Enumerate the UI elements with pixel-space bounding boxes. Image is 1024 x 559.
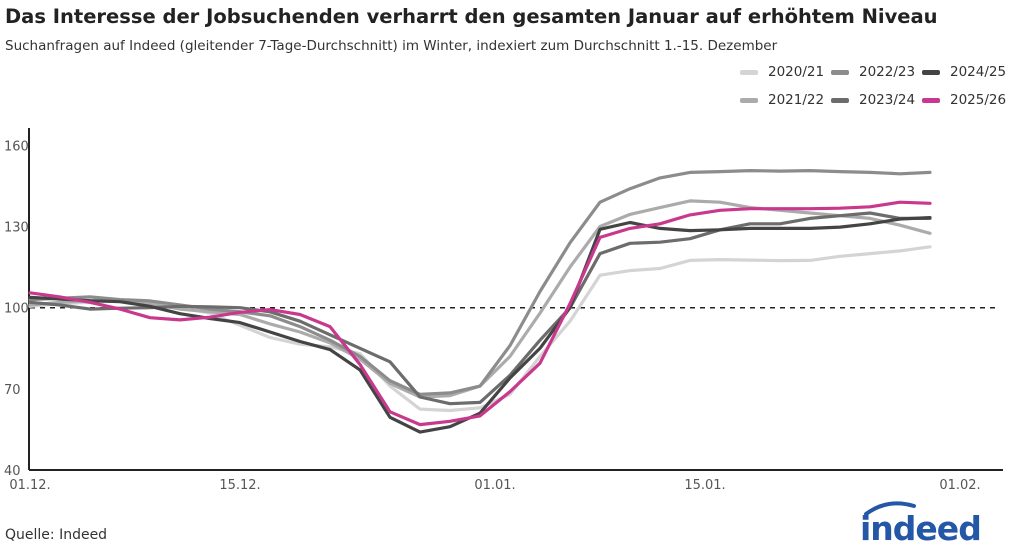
legend-label: 2025/26	[950, 92, 1007, 108]
y-tick-label: 70	[4, 383, 21, 398]
legend-item-2021-22: 2021/22	[740, 92, 824, 108]
legend-item-2022-23: 2022/23	[831, 64, 915, 80]
y-tick-label: 40	[4, 464, 21, 479]
y-tick-label: 130	[4, 221, 29, 236]
legend-item-2025-26: 2025/26	[922, 92, 1006, 108]
legend-label: 2024/25	[950, 64, 1007, 80]
series-line-2024-25	[28, 216, 932, 434]
series-line-2023-24	[28, 211, 932, 406]
legend-item-2023-24: 2023/24	[831, 92, 915, 108]
x-tick-label: 15.12.	[219, 478, 260, 493]
svg-text:indeed: indeed	[860, 509, 981, 548]
chart-title: Das Interesse der Jobsuchenden verharrt …	[5, 5, 938, 28]
legend-item-2020-21: 2020/21	[740, 64, 824, 80]
y-tick-label: 160	[4, 139, 29, 154]
x-tick-label: 01.01.	[474, 478, 515, 493]
legend-swatch	[831, 69, 849, 75]
legend-swatch	[922, 97, 940, 103]
legend-label: 2023/24	[859, 92, 916, 108]
legend-label: 2022/23	[859, 64, 916, 80]
indeed-logo-graphic: indeed	[860, 501, 982, 548]
legend-label: 2021/22	[768, 92, 825, 108]
legend-swatch	[831, 97, 849, 103]
legend-swatch	[740, 69, 758, 75]
series-line-2021-22	[28, 199, 932, 399]
series-line-2022-23	[28, 169, 932, 396]
x-tick-label: 15.01.	[684, 478, 725, 493]
legend-label: 2020/21	[768, 64, 825, 80]
series-line-2025-26	[28, 200, 932, 427]
indeed-logo: indeed	[858, 500, 998, 554]
legend-item-2024-25: 2024/25	[922, 64, 1006, 80]
legend-swatch	[922, 69, 940, 75]
x-tick-label: 01.12.	[9, 478, 50, 493]
y-tick-label: 100	[4, 302, 29, 317]
x-tick-label: 01.02.	[939, 478, 980, 493]
source-note: Quelle: Indeed	[5, 527, 108, 543]
legend-swatch	[740, 97, 758, 103]
chart-subtitle: Suchanfragen auf Indeed (gleitender 7-Ta…	[5, 38, 778, 54]
